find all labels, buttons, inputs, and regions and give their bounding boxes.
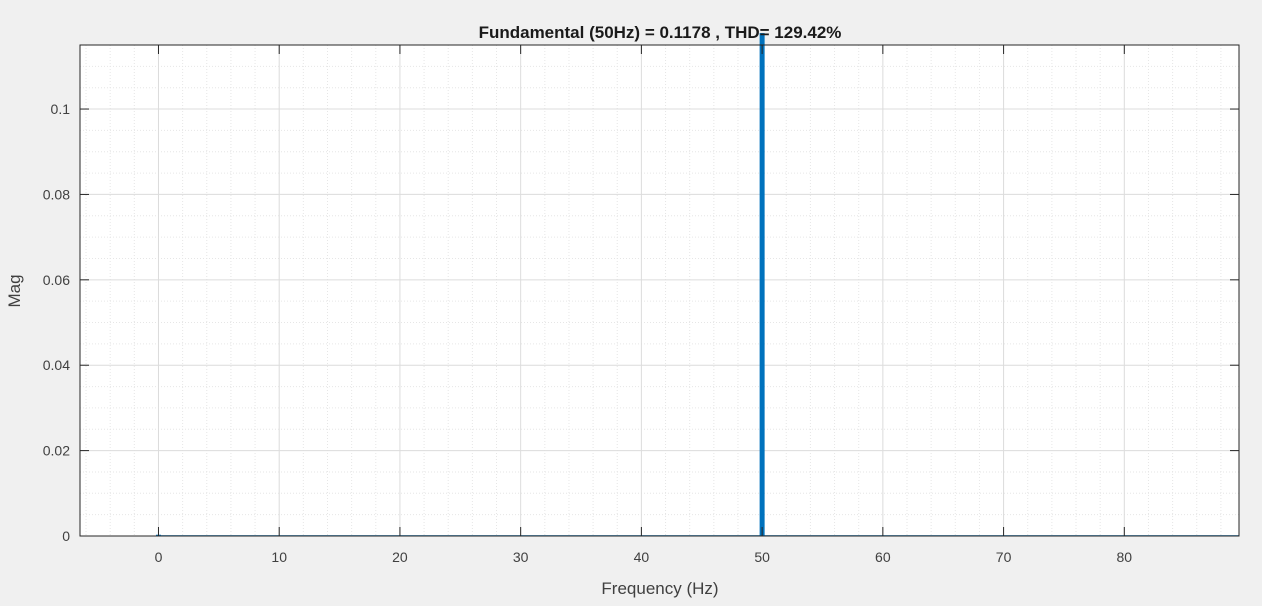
axes-frame: [79, 44, 1240, 537]
y-tick-label: 0.04: [43, 357, 70, 373]
plot-area: [80, 45, 1239, 536]
bar: [759, 33, 765, 536]
y-tick-label: 0.02: [43, 443, 70, 459]
x-tick-label: 0: [155, 549, 163, 565]
x-tick-label: 30: [513, 549, 529, 565]
y-tick-label: 0.06: [43, 272, 70, 288]
chart-title: Fundamental (50Hz) = 0.1178 , THD= 129.4…: [479, 23, 842, 42]
minor-grid: [80, 45, 1239, 536]
x-axis-label: Frequency (Hz): [601, 579, 718, 598]
x-tick-label: 80: [1117, 549, 1133, 565]
x-tick-label: 10: [271, 549, 287, 565]
x-tick-label: 20: [392, 549, 408, 565]
x-tick-label: 50: [754, 549, 770, 565]
x-axis-ticks: 0 10 20 30 40 50 60 70 80: [155, 45, 1133, 565]
y-axis-ticks: 0 0.02 0.04 0.06 0.08 0.1: [43, 101, 1239, 544]
y-tick-label: 0.1: [51, 101, 71, 117]
axes-box: [79, 44, 1240, 537]
y-axis-label: Mag: [5, 274, 24, 307]
x-tick-label: 70: [996, 549, 1012, 565]
y-tick-label: 0.08: [43, 186, 70, 202]
y-tick-label: 0: [62, 528, 70, 544]
x-tick-label: 60: [875, 549, 891, 565]
x-tick-label: 40: [634, 549, 650, 565]
